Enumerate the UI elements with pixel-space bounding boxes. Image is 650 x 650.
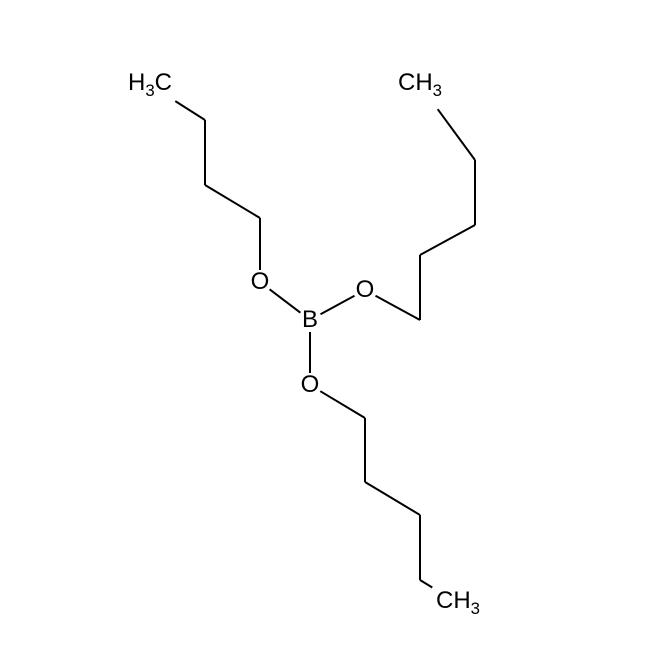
bond [205,185,260,218]
bond [270,289,301,312]
atom-label-ch3_3: CH3 [436,587,480,619]
bond [175,101,205,120]
bond [420,225,475,255]
atom-label-ch3_1: H3C [128,69,172,101]
bond [438,109,475,160]
atom-label-o1: O [251,268,270,296]
bond [420,580,432,588]
atom-label-b: B [302,306,318,334]
bond [365,482,420,515]
atom-label-ch3_2: CH3 [398,69,442,101]
bond-layer [0,0,650,650]
chemical-structure-diagram: B O H3C O CH3 O CH3 [0,0,650,650]
bond [321,296,355,315]
bond [376,296,421,320]
atom-label-o3: O [301,371,320,399]
atom-label-o2: O [356,276,375,304]
bond [320,391,365,418]
